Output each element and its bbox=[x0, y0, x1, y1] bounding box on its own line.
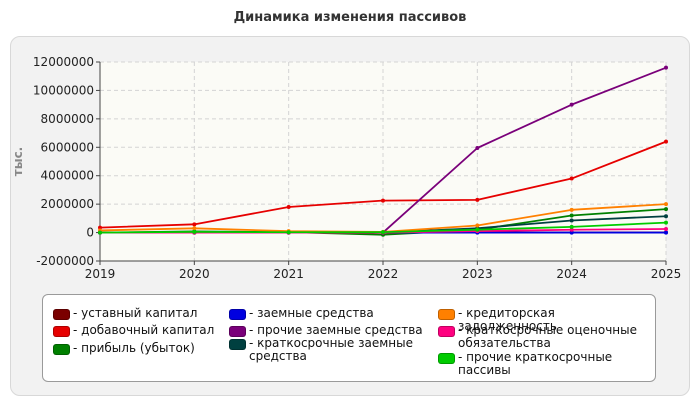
data-point bbox=[664, 202, 668, 207]
data-point bbox=[192, 226, 197, 231]
legend-swatch bbox=[229, 326, 246, 337]
legend-swatch bbox=[229, 339, 246, 350]
data-point bbox=[192, 229, 197, 234]
x-tick-label: 2019 bbox=[85, 267, 116, 281]
data-point bbox=[569, 230, 574, 235]
legend-swatch bbox=[53, 309, 70, 320]
y-tick-label: -2000000 bbox=[36, 254, 94, 268]
data-point bbox=[664, 207, 668, 212]
x-tick-label: 2022 bbox=[368, 267, 399, 281]
legend-swatch bbox=[229, 309, 246, 320]
data-point bbox=[569, 207, 574, 212]
y-tick-label: 6000000 bbox=[41, 140, 94, 154]
legend-item: - уставный капитал bbox=[53, 307, 223, 320]
legend-item: - прочие краткосрочные пассивы bbox=[438, 351, 648, 377]
data-point bbox=[664, 139, 668, 144]
data-point bbox=[664, 214, 668, 219]
legend-item: - заемные средства bbox=[229, 307, 429, 320]
data-point bbox=[569, 224, 574, 229]
legend-label: - прибыль (убыток) bbox=[73, 341, 195, 355]
legend-swatch bbox=[53, 344, 70, 355]
legend-label: - добавочный капитал bbox=[73, 323, 215, 337]
data-point bbox=[381, 198, 385, 203]
chart-title: Динамика изменения пассивов bbox=[233, 10, 467, 25]
y-tick-label: 4000000 bbox=[41, 169, 94, 183]
legend-swatch bbox=[438, 326, 455, 337]
x-tick-label: 2024 bbox=[556, 267, 587, 281]
y-tick-label: 12000000 bbox=[33, 55, 94, 69]
data-point bbox=[286, 230, 291, 235]
legend-item: - краткосрочные заемные средства bbox=[229, 337, 429, 363]
legend-label: - краткосрочные оценочные обязательства bbox=[458, 323, 637, 350]
data-point bbox=[475, 197, 480, 202]
data-point bbox=[664, 230, 668, 235]
legend-label: - уставный капитал bbox=[73, 306, 198, 320]
data-point bbox=[475, 227, 480, 232]
legend-item: - добавочный капитал bbox=[53, 324, 223, 337]
data-point bbox=[98, 225, 102, 230]
data-point bbox=[381, 230, 385, 235]
legend-swatch bbox=[53, 326, 70, 337]
data-point bbox=[475, 145, 480, 150]
data-point bbox=[664, 220, 668, 225]
data-point bbox=[569, 218, 574, 223]
y-axis-label: тыс. bbox=[11, 147, 25, 176]
legend-label: - прочие заемные средства bbox=[249, 323, 423, 337]
legend-label: - заемные средства bbox=[249, 306, 374, 320]
data-point bbox=[569, 213, 574, 218]
legend-item: - кредиторская задолженность bbox=[438, 307, 648, 333]
y-tick-label: 10000000 bbox=[33, 83, 94, 97]
legend-swatch bbox=[438, 353, 455, 364]
legend-item: - прибыль (убыток) bbox=[53, 342, 223, 355]
y-tick-label: 8000000 bbox=[41, 112, 94, 126]
y-tick-label: 0 bbox=[86, 226, 94, 240]
data-point bbox=[664, 65, 668, 70]
data-point bbox=[569, 227, 574, 232]
legend-swatch bbox=[438, 309, 455, 320]
legend-item: - прочие заемные средства bbox=[229, 324, 429, 337]
legend-item: - краткосрочные оценочные обязательства bbox=[438, 324, 648, 350]
y-tick-label: 2000000 bbox=[41, 197, 94, 211]
data-point bbox=[664, 227, 668, 232]
x-tick-label: 2021 bbox=[273, 267, 304, 281]
legend-label: - краткосрочные заемные средства bbox=[249, 336, 413, 363]
data-point bbox=[569, 176, 574, 181]
legend-label: - кредиторская задолженность bbox=[458, 306, 557, 333]
legend-label: - прочие краткосрочные пассивы bbox=[458, 350, 613, 377]
x-tick-label: 2023 bbox=[462, 267, 493, 281]
data-point bbox=[192, 222, 197, 227]
data-point bbox=[475, 223, 480, 228]
x-tick-label: 2020 bbox=[179, 267, 210, 281]
data-point bbox=[569, 102, 574, 107]
x-tick-label: 2025 bbox=[651, 267, 682, 281]
chart-legend: - уставный капитал - добавочный капитал - … bbox=[42, 294, 656, 382]
data-point bbox=[286, 204, 291, 209]
data-point bbox=[98, 230, 102, 235]
